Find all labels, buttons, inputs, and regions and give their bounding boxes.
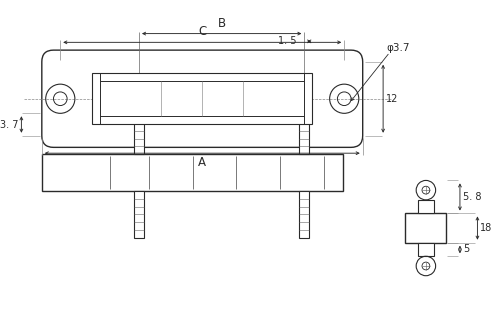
Bar bbox=[134, 191, 144, 238]
Text: φ3.7: φ3.7 bbox=[386, 43, 410, 53]
Text: 18: 18 bbox=[480, 223, 493, 233]
Bar bbox=[299, 191, 309, 238]
Bar bbox=[406, 213, 446, 243]
Bar bbox=[134, 108, 144, 154]
Text: 12: 12 bbox=[386, 94, 398, 104]
Text: 1. 5: 1. 5 bbox=[278, 36, 296, 46]
Bar bbox=[418, 200, 434, 213]
Text: 5: 5 bbox=[463, 244, 469, 254]
Bar bbox=[42, 154, 343, 191]
Text: A: A bbox=[198, 156, 206, 169]
Bar bbox=[299, 108, 309, 154]
Text: 5. 8: 5. 8 bbox=[463, 192, 481, 202]
Text: B: B bbox=[218, 17, 226, 30]
Bar bbox=[92, 74, 312, 124]
Bar bbox=[418, 243, 434, 256]
Text: C: C bbox=[198, 26, 206, 38]
FancyBboxPatch shape bbox=[42, 50, 363, 147]
Text: 3. 7: 3. 7 bbox=[0, 119, 18, 130]
